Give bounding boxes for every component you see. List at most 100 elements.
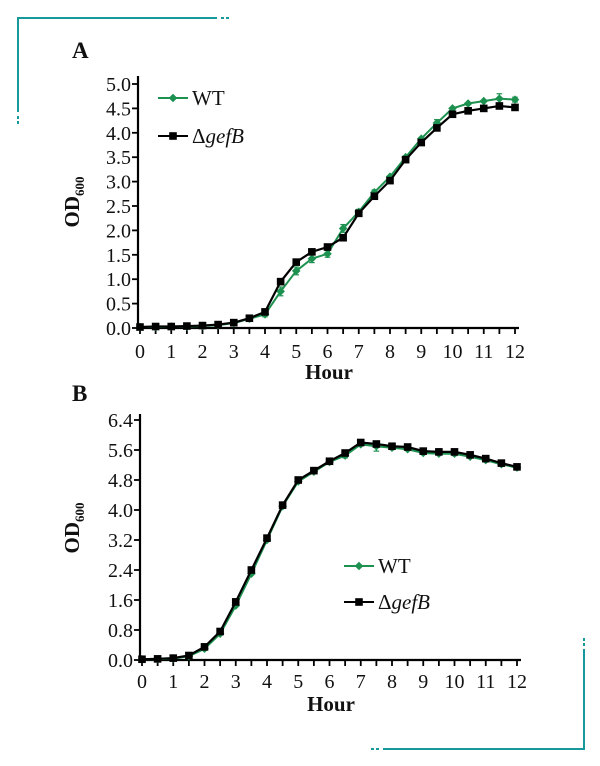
x-tick-label: 5 xyxy=(291,341,301,363)
x-tick-label: 1 xyxy=(166,341,176,363)
diamond-marker xyxy=(510,95,520,104)
bracket-dot xyxy=(226,17,229,19)
series-line xyxy=(141,441,518,661)
x-tick-label: 8 xyxy=(387,671,397,693)
square-marker xyxy=(511,103,519,112)
diamond-marker xyxy=(276,287,285,296)
square-marker xyxy=(495,102,504,110)
diamond-marker xyxy=(323,249,332,259)
x-tick-label: 8 xyxy=(385,341,395,363)
square-marker xyxy=(216,627,224,636)
legend-entry-wt: WT xyxy=(158,86,225,110)
x-tick-label: 5 xyxy=(293,671,303,693)
square-marker xyxy=(310,466,318,475)
square-marker xyxy=(294,476,303,484)
square-marker xyxy=(185,651,193,660)
square-marker xyxy=(401,155,410,164)
y-axis-label: OD600 xyxy=(60,503,87,554)
x-tick-label: 6 xyxy=(323,341,333,363)
square-marker xyxy=(169,132,177,140)
x-tick-label: 9 xyxy=(418,671,428,693)
y-axis-label: OD600 xyxy=(60,177,87,228)
x-tick-label: 3 xyxy=(231,671,241,693)
square-marker xyxy=(261,308,269,316)
series-mutant xyxy=(138,438,521,664)
square-marker xyxy=(339,233,347,242)
x-tick-label: 4 xyxy=(260,341,270,363)
diamond-marker xyxy=(463,99,473,108)
y-tick-label: 2.0 xyxy=(106,220,131,242)
square-marker xyxy=(138,655,146,664)
square-marker xyxy=(448,110,457,119)
legend-entry-wt: WT xyxy=(344,554,411,578)
y-tick-label: 2.4 xyxy=(108,560,133,582)
square-marker xyxy=(370,192,379,201)
square-marker xyxy=(169,654,178,662)
square-marker xyxy=(372,440,381,448)
y-tick-label: 0.5 xyxy=(106,294,131,316)
y-tick-label: 5.6 xyxy=(108,440,133,462)
x-tick-label: 2 xyxy=(200,671,210,693)
x-tick-label: 11 xyxy=(476,671,495,693)
square-marker xyxy=(513,463,521,471)
square-marker xyxy=(403,443,412,451)
x-tick-label: 0 xyxy=(137,671,147,693)
square-marker xyxy=(263,534,271,542)
y-tick-label: 4.5 xyxy=(106,98,131,120)
square-marker xyxy=(435,448,443,456)
diamond-marker xyxy=(307,254,317,264)
x-tick-label: 6 xyxy=(325,671,335,693)
bracket-dot xyxy=(17,121,19,124)
legend-label: ΔgefB xyxy=(192,124,244,148)
diamond-marker xyxy=(168,93,178,103)
square-marker xyxy=(355,598,363,606)
square-marker xyxy=(200,643,209,651)
panel-a-label: A xyxy=(72,38,89,63)
y-tick-label: 1.0 xyxy=(106,269,131,291)
legend-entry-mutant: ΔgefB xyxy=(158,124,244,148)
square-marker xyxy=(247,566,256,574)
x-tick-label: 7 xyxy=(356,671,366,693)
y-tick-label: 4.0 xyxy=(106,123,131,145)
y-tick-label: 1.6 xyxy=(108,590,133,612)
square-marker xyxy=(153,655,162,663)
y-tick-label: 0.0 xyxy=(108,650,133,672)
x-axis-label: Hour xyxy=(307,692,355,716)
square-marker xyxy=(323,243,332,251)
x-tick-label: 10 xyxy=(443,341,463,363)
x-tick-label: 4 xyxy=(262,671,272,693)
x-tick-label: 7 xyxy=(354,341,364,363)
diamond-marker xyxy=(338,224,348,233)
square-marker xyxy=(341,449,349,457)
x-axis-label: Hour xyxy=(305,360,353,382)
square-marker xyxy=(479,104,488,113)
square-marker xyxy=(292,258,301,266)
y-tick-label: 3.0 xyxy=(106,172,131,194)
x-tick-label: 0 xyxy=(135,341,145,363)
x-tick-label: 12 xyxy=(505,341,525,363)
corner-bracket-top-left-horizontal xyxy=(17,17,217,19)
panel-b-label: B xyxy=(72,381,88,406)
corner-bracket-bottom-right-horizontal xyxy=(383,748,585,750)
x-tick-label: 9 xyxy=(416,341,426,363)
square-marker xyxy=(464,107,472,115)
legend-label: ΔgefB xyxy=(378,590,430,614)
square-marker xyxy=(481,454,490,463)
bracket-dot xyxy=(583,638,585,641)
square-marker xyxy=(386,176,394,185)
y-tick-label: 2.5 xyxy=(106,196,131,218)
y-tick-label: 6.4 xyxy=(108,410,133,432)
axes xyxy=(134,414,521,666)
square-marker xyxy=(417,138,426,147)
y-tick-label: 3.2 xyxy=(108,530,133,552)
y-tick-label: 0.8 xyxy=(108,620,133,642)
legend-label: WT xyxy=(192,86,225,110)
x-tick-label: 2 xyxy=(198,341,208,363)
square-marker xyxy=(450,448,459,456)
square-marker xyxy=(308,248,316,256)
square-marker xyxy=(354,209,363,218)
bracket-dot xyxy=(583,643,585,646)
x-tick-label: 1 xyxy=(168,671,178,693)
legend-entry-mutant: ΔgefB xyxy=(344,590,430,614)
